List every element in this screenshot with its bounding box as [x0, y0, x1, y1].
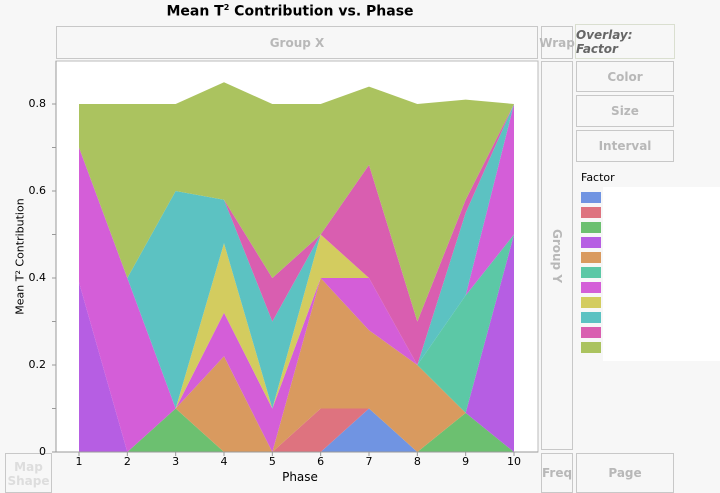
size-dropzone[interactable]: Size	[576, 95, 674, 127]
legend-title: Factor	[581, 171, 615, 184]
x-tick-label: 5	[268, 455, 276, 468]
legend-swatch[interactable]	[581, 222, 601, 233]
legend-swatch[interactable]	[581, 312, 601, 323]
group-x-dropzone[interactable]: Group X	[56, 26, 538, 59]
wrap-dropzone[interactable]: Wrap	[539, 26, 575, 59]
legend-swatch[interactable]	[581, 252, 601, 263]
interval-dropzone[interactable]: Interval	[576, 130, 674, 162]
x-tick-label: 7	[365, 455, 373, 468]
legend-swatch[interactable]	[581, 192, 601, 203]
color-dropzone[interactable]: Color	[576, 61, 674, 92]
legend-swatch[interactable]	[581, 297, 601, 308]
legend-swatch[interactable]	[581, 342, 601, 353]
area-series-5	[79, 234, 514, 452]
y-tick-label: 0.4	[28, 271, 47, 284]
legend-swatch[interactable]	[581, 267, 601, 278]
freq-dropzone[interactable]: Freq	[541, 453, 573, 493]
x-tick-label: 6	[317, 455, 325, 468]
y-tick-label: 0.6	[28, 184, 47, 197]
chart-title: Mean T2 Contribution vs. Phase	[166, 3, 414, 20]
x-tick-label: 9	[462, 455, 470, 468]
area-series-9	[79, 104, 514, 409]
area-series-10	[79, 104, 514, 365]
legend-box	[603, 187, 720, 361]
x-tick-label: 2	[123, 455, 131, 468]
x-axis-title: Phase	[282, 470, 318, 484]
x-tick-label: 1	[75, 455, 83, 468]
legend-swatch[interactable]	[581, 282, 601, 293]
area-series-1	[79, 408, 514, 452]
area-series-11	[79, 82, 514, 322]
x-tick-label: 3	[172, 455, 180, 468]
y-tick-label: 0.8	[28, 97, 47, 110]
area-series-3	[79, 408, 514, 452]
x-tick-label: 8	[413, 455, 421, 468]
page-dropzone[interactable]: Page	[576, 453, 674, 493]
area-series-7	[79, 104, 514, 452]
legend-swatch[interactable]	[581, 327, 601, 338]
legend-swatch[interactable]	[581, 207, 601, 218]
x-tick-label: 10	[507, 455, 521, 468]
legend-swatch[interactable]	[581, 237, 601, 248]
overlay-dropzone[interactable]: Overlay: Factor	[575, 24, 675, 59]
x-tick-label: 4	[220, 455, 228, 468]
y-tick-label: 0	[39, 445, 46, 458]
y-tick-label: 0.2	[28, 358, 47, 371]
group-y-dropzone[interactable]: Group Y	[541, 61, 573, 450]
